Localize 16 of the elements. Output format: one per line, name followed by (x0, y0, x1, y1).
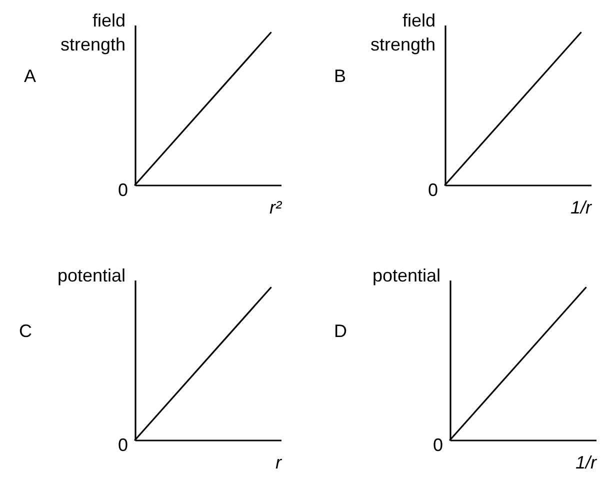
x-axis-title: r² (270, 198, 282, 218)
x-axis-title: r (276, 452, 282, 472)
y-axis-title: field strength (60, 10, 126, 54)
annotation: 0 (118, 435, 128, 455)
x-axis-title: 1/r (575, 452, 598, 472)
text: B (334, 66, 346, 86)
x-axis-title: 1/r (570, 198, 592, 218)
text: D (334, 321, 347, 341)
annotation: 0 (118, 180, 128, 200)
annotation: 0 (432, 435, 443, 455)
annotation: 0 (428, 180, 438, 200)
text: C (18, 321, 32, 341)
text: A (24, 66, 36, 86)
y-axis-title: potential (372, 266, 440, 286)
y-axis-title: potential (57, 266, 126, 286)
y-axis-title: field strength (370, 10, 436, 54)
